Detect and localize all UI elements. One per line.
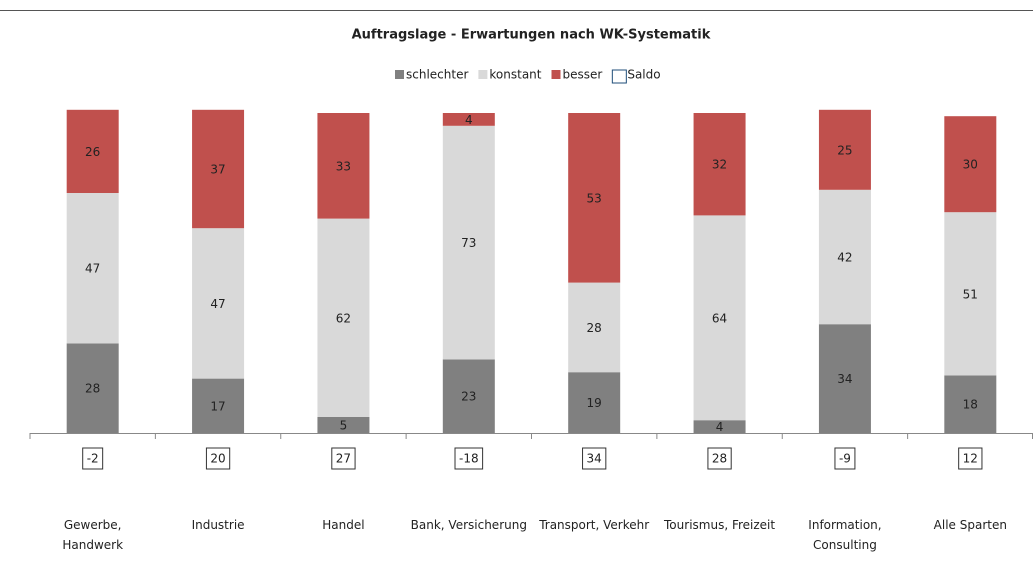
legend-swatch (395, 70, 404, 79)
x-tick-label: Bank, Versicherung (411, 518, 527, 532)
x-tick-label: Tourismus, Freizeit (663, 518, 775, 532)
bar-segment (442, 359, 495, 433)
saldo-box (454, 447, 484, 470)
data-label: 19 (587, 396, 602, 410)
data-label: 23 (461, 390, 476, 404)
x-tick-label: Handel (322, 518, 364, 532)
saldo-label: 12 (963, 452, 978, 466)
saldo-box (582, 447, 607, 470)
saldo-label: -2 (87, 452, 99, 466)
x-tick-label: Industrie (192, 518, 245, 532)
legend-swatch (551, 70, 561, 79)
data-label: 4 (716, 420, 724, 434)
legend-swatch (478, 70, 488, 79)
data-label: 53 (587, 191, 602, 205)
saldo-box (834, 447, 856, 470)
bar-segment (192, 378, 245, 433)
bar-segment (192, 228, 245, 379)
saldo-label: -9 (839, 452, 851, 466)
bar-segment (568, 113, 621, 283)
chart-title: Auftragslage - Erwartungen nach WK-Syste… (352, 28, 711, 43)
data-label: 73 (461, 236, 476, 250)
data-label: 47 (210, 297, 225, 311)
data-label: 64 (712, 311, 727, 325)
saldo-box (707, 447, 732, 470)
data-label: 42 (837, 251, 852, 265)
bar-segment (192, 109, 245, 229)
data-label: 37 (210, 163, 225, 177)
data-label: 4 (465, 113, 473, 127)
bar-segment (568, 372, 621, 433)
bar-segment (66, 343, 119, 433)
saldo-label: 27 (336, 452, 351, 466)
bar-segment (317, 218, 370, 417)
x-tick-label: Information, Consulting (808, 518, 881, 552)
data-label: 30 (963, 158, 978, 172)
saldo-box (82, 447, 104, 470)
data-label: 62 (336, 311, 351, 325)
legend-label: konstant (489, 68, 541, 82)
bar-segment (442, 113, 495, 126)
saldo-label: -18 (459, 452, 479, 466)
bar-segment (818, 109, 871, 190)
saldo-label: 34 (587, 452, 602, 466)
bar-segment (442, 125, 495, 360)
bar-segment (66, 193, 119, 344)
x-tick-label: Alle Sparten (934, 518, 1007, 532)
legend-swatch (611, 69, 627, 84)
bar-segment (693, 113, 746, 216)
legend-label: Saldo (627, 68, 660, 82)
saldo-box (331, 447, 356, 470)
bar-segment (66, 109, 119, 193)
saldo-box (205, 447, 231, 470)
saldo-box (958, 447, 983, 470)
bar-segment (317, 417, 370, 433)
bar-segment (818, 324, 871, 433)
data-label: 26 (85, 145, 100, 159)
data-label: 5 (340, 419, 348, 433)
bar-segment (317, 113, 370, 219)
x-tick-label: Transport, Verkehr (538, 518, 649, 532)
data-label: 32 (712, 158, 727, 172)
bar-segment (818, 189, 871, 325)
bar-segment (944, 116, 997, 213)
bar-segment (944, 375, 997, 433)
data-label: 25 (837, 143, 852, 157)
data-label: 17 (210, 399, 225, 413)
data-label: 18 (963, 398, 978, 412)
bar-segment (944, 212, 997, 376)
data-label: 47 (85, 262, 100, 276)
bar-segment (568, 282, 621, 373)
saldo-label: 20 (210, 452, 225, 466)
data-label: 33 (336, 159, 351, 173)
data-label: 51 (963, 287, 978, 301)
legend-label: schlechter (406, 68, 468, 82)
bar-segment (693, 215, 746, 421)
legend-label: besser (563, 68, 603, 82)
data-label: 34 (837, 372, 852, 386)
saldo-label: 28 (712, 452, 727, 466)
data-label: 28 (85, 382, 100, 396)
x-tick-label: Gewerbe, Handwerk (62, 518, 123, 552)
bar-segment (693, 420, 746, 433)
data-label: 28 (587, 321, 602, 335)
